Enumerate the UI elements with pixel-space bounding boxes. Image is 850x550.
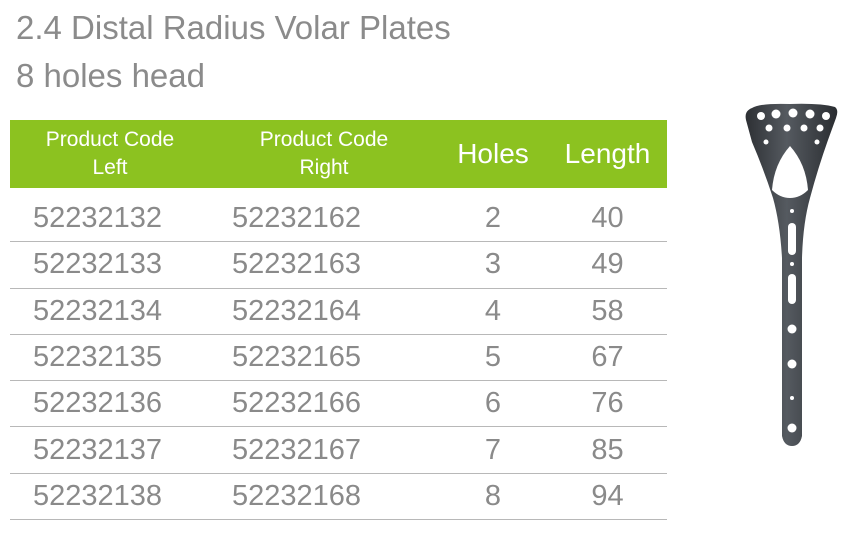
header-product-code-left: Product Code Left [45,128,175,179]
cell-code-right: 52232168 [232,479,362,512]
table-row: 52232135 52232165 5 67 [10,335,667,382]
cell-length: 58 [591,294,624,327]
header-length: Length [564,138,651,169]
table-row: 52232134 52232164 4 58 [10,289,667,335]
table-row: 52232137 52232167 7 85 [10,427,667,474]
cell-code-right: 52232163 [232,248,362,281]
cell-code-right: 52232165 [232,341,362,374]
cell-code-left: 52232138 [33,479,163,512]
cell-code-left: 52232135 [33,341,163,374]
cell-length: 49 [591,248,624,281]
volar-plate-icon [745,103,838,447]
cell-holes: 7 [484,433,502,466]
cell-code-right: 52232164 [232,294,362,327]
cell-code-left: 52232137 [33,433,163,466]
page-title: 2.4 Distal Radius Volar Plates 8 holes h… [16,4,451,100]
table-row: 52232132 52232162 2 40 [10,196,667,243]
cell-length: 67 [591,341,624,374]
cell-holes: 4 [484,294,502,327]
product-table: Product Code Left Product Code Right Hol… [10,120,667,521]
table-row: 52232138 52232168 8 94 [10,474,667,521]
table-header: Product Code Left Product Code Right Hol… [10,120,667,188]
cell-holes: 8 [484,479,502,512]
cell-code-left: 52232136 [33,387,163,420]
cell-code-right: 52232162 [232,202,362,235]
cell-length: 85 [591,433,624,466]
cell-length: 94 [591,479,624,512]
table-row: 52232136 52232166 6 76 [10,381,667,428]
cell-code-right: 52232167 [232,433,362,466]
title-line-1: 2.4 Distal Radius Volar Plates [16,9,451,46]
cell-length: 76 [591,387,624,420]
header-holes: Holes [457,138,529,169]
cell-holes: 2 [484,202,502,235]
cell-code-left: 52232132 [33,202,163,235]
table-row: 52232133 52232163 3 49 [10,242,667,289]
cell-holes: 6 [484,387,502,420]
cell-code-left: 52232133 [33,248,163,281]
cell-code-right: 52232166 [232,387,362,420]
table-body: 52232132 52232162 2 40 52232133 52232163… [10,196,667,521]
cell-length: 40 [591,202,624,235]
cell-holes: 5 [484,341,502,374]
cell-code-left: 52232134 [33,294,163,327]
header-product-code-right: Product Code Right [259,128,389,179]
cell-holes: 3 [484,248,502,281]
title-line-2: 8 holes head [16,57,205,94]
